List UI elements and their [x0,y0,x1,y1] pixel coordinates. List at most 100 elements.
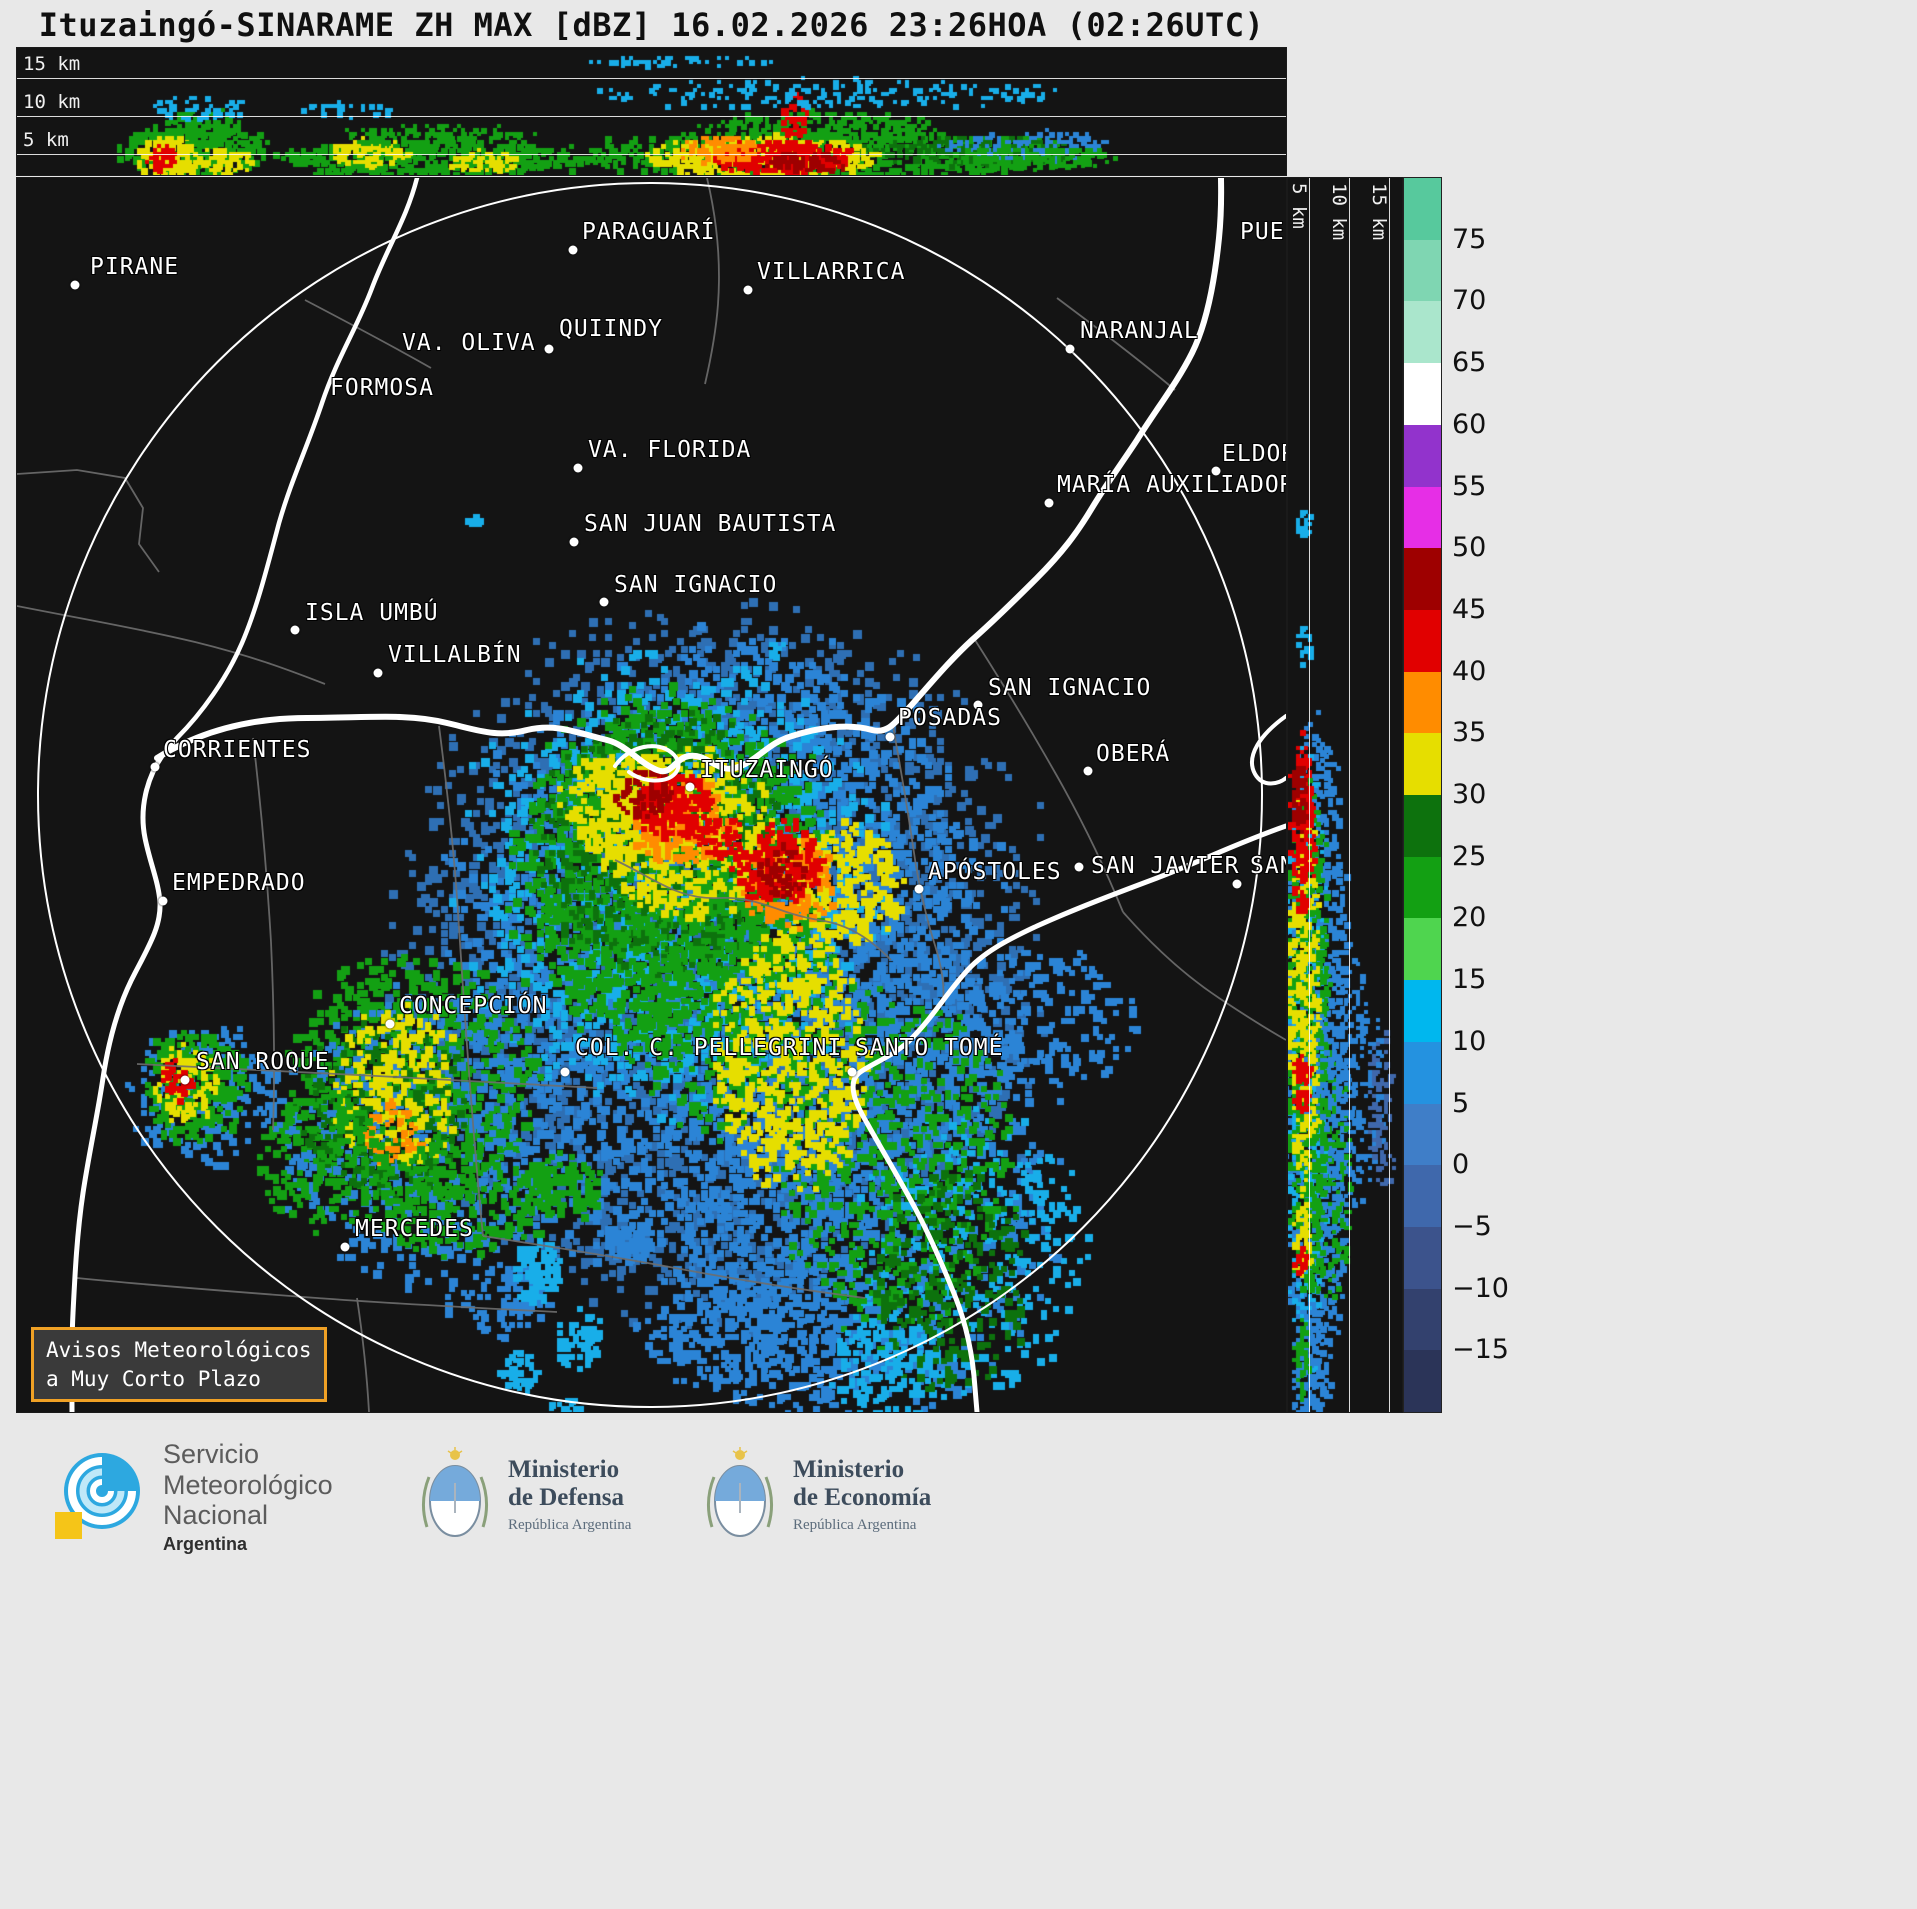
colorbar-segment [1404,363,1441,425]
colorbar-tick: 0 [1452,1149,1470,1181]
city-label: PIRANE [90,254,180,280]
colorbar-segment [1404,1226,1441,1289]
city-label: SANTO TOMÉ [855,1035,1004,1061]
colorbar-tick: 15 [1452,963,1487,995]
city-label: PARAGUARÍ [582,219,716,245]
economia-text: Ministerio de Economía República Argenti… [793,1456,931,1534]
city-label: SAN IGNACIO [614,572,778,598]
city-label: ITUZAINGÓ [700,757,834,783]
defensa-text: Ministerio de Defensa República Argentin… [508,1456,631,1534]
height-label-10km-v: 10 km [1328,183,1350,241]
height-line-10km-v [1349,178,1350,1412]
smn-line1: Servicio [163,1439,260,1469]
footer: Servicio Meteorológico Nacional Argentin… [0,1413,1917,1909]
city-dot [599,597,609,607]
colorbar-segment [1404,980,1441,1042]
city-dot [885,732,895,742]
city-label: ELDOR [1222,441,1286,467]
colorbar-tick: 65 [1452,346,1487,378]
city-label: MARÍA AUXILIADOR [1057,472,1286,498]
city-layer: PIRANE PARAGUARÍ VILLARRICA QUIINDY VA. OLIV… [17,178,1286,1412]
colorbar-segment [1404,486,1441,549]
city-dot [914,884,924,894]
colorbar-segment [1404,795,1441,857]
city-dot [158,896,168,906]
city-label: VILLALBÍN [388,642,522,668]
colorbar [1403,177,1442,1413]
city-label: SAN JAVIER [1091,853,1240,879]
colorbar-tick: 70 [1452,285,1487,317]
height-line-10km [17,116,1286,117]
city-label: SAN JUAN BAUTISTA [584,511,837,537]
economia-line2: de Economía [793,1484,932,1511]
colorbar-tick: 25 [1452,840,1487,872]
coat-of-arms-economia-icon [707,1447,773,1537]
colorbar-segment [1404,424,1441,487]
cross-section-right-canvas [1288,178,1402,1412]
colorbar-segment [1404,301,1441,364]
city-label: FORMOSA [330,375,434,401]
colorbar-tick: −5 [1452,1210,1492,1242]
colorbar-segment [1404,918,1441,981]
height-label-10km: 10 km [23,91,81,113]
colorbar-tick: −10 [1452,1272,1509,1304]
height-line-15km-v [1389,178,1390,1412]
city-label: EMPEDRADO [172,870,306,896]
height-line-5km [17,154,1286,155]
economia-subtitle: República Argentina [793,1517,917,1533]
colorbar-segment [1404,1165,1441,1227]
colorbar-tick: 40 [1452,655,1487,687]
city-label: CORRIENTES [163,737,312,763]
colorbar-labels: 75 70 65 60 55 50 45 40 35 30 25 20 15 10 5 0 −5 −10 −15 [1452,178,1552,1412]
colorbar-segment [1404,1041,1441,1104]
city-dot [385,1019,395,1029]
city-label: NARANJAL [1080,318,1199,344]
city-dot [70,280,80,290]
colorbar-tick: 35 [1452,717,1487,749]
colorbar-tick: 30 [1452,778,1487,810]
colorbar-tick: −15 [1452,1334,1509,1366]
colorbar-segment [1404,178,1441,240]
city-dot [743,285,753,295]
defensa-logo-block: Ministerio de Defensa República Argentin… [418,1447,631,1543]
city-dot [150,762,160,772]
city-dot [180,1075,190,1085]
coat-of-arms-defensa-icon [422,1447,488,1537]
city-label: SAN [1250,853,1286,879]
colorbar-tick: 45 [1452,593,1487,625]
colorbar-tick: 10 [1452,1025,1487,1057]
colorbar-segment [1404,239,1441,302]
city-dot [568,245,578,255]
city-dot [1211,466,1221,476]
smn-country: Argentina [163,1533,248,1554]
colorbar-tick: 5 [1452,1087,1470,1119]
city-label: CONCEPCIÓN [399,993,548,1019]
colorbar-tick: 75 [1452,223,1487,255]
city-dot [847,1067,857,1077]
colorbar-segment [1404,609,1441,672]
city-dot [373,668,383,678]
city-label: POSADAS [898,705,1002,731]
colorbar-segment [1404,1350,1441,1413]
defensa-line1: Ministerio [508,1456,620,1483]
city-label: APÓSTOLES [928,859,1062,885]
city-dot [340,1242,350,1252]
city-dot [1074,862,1084,872]
colorbar-segment [1404,671,1441,734]
height-label-15km-v: 15 km [1368,183,1390,241]
product-title: Ituzaingó-SINARAME ZH MAX [dBZ] 16.02.20… [38,6,1265,44]
colorbar-tick: 60 [1452,408,1487,440]
city-dot [1065,344,1075,354]
warning-notice[interactable]: Avisos Meteorológicos a Muy Corto Plazo [31,1327,327,1402]
smn-line3: Nacional [163,1500,269,1530]
city-label: SAN ROQUE [196,1049,330,1075]
city-dot [560,1067,570,1077]
height-label-5km: 5 km [23,129,69,151]
cross-section-right-panel: 5 km 10 km 15 km [1287,177,1403,1413]
defensa-line2: de Defensa [508,1484,624,1511]
colorbar-segment [1404,1288,1441,1351]
map-panel: PIRANE PARAGUARÍ VILLARRICA QUIINDY VA. OLIV… [16,177,1287,1413]
colorbar-tick: 50 [1452,532,1487,564]
city-label: QUIINDY [559,316,663,342]
